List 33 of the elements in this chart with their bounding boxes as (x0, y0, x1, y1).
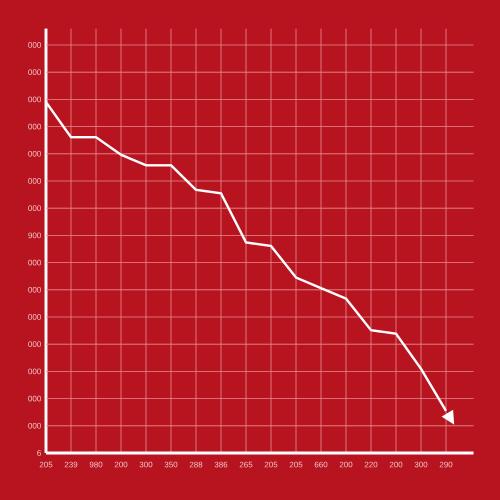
x-tick-label: 205 (290, 462, 302, 468)
text: 000 (28, 42, 41, 48)
x-tick-label: 386 (214, 462, 228, 468)
x-tick-label: 660 (314, 462, 328, 468)
text: 000 (28, 150, 41, 157)
text: 000 (28, 396, 41, 402)
text: 000 (28, 96, 41, 102)
text: 000 (28, 260, 41, 266)
text: 000 (28, 422, 41, 429)
text: 000 (28, 368, 41, 374)
text: 6 (37, 450, 41, 456)
x-tick-label: 350 (164, 462, 178, 468)
text: 000 (28, 205, 41, 212)
x-tick-label: 300 (140, 462, 152, 468)
text: 900 (28, 232, 41, 238)
text: 000 (28, 286, 41, 293)
text: 000 (28, 314, 41, 320)
text: 000 (28, 341, 41, 348)
x-tick-label: 980 (90, 462, 102, 468)
x-tick-label: 200 (390, 462, 402, 468)
x-tick-label: 200 (340, 462, 352, 468)
text: 000 (28, 178, 41, 184)
x-tick-label: 290 (440, 462, 452, 468)
x-tick-label: 205 (264, 462, 278, 468)
x-tick-label: 265 (240, 462, 252, 468)
x-tick-label: 300 (414, 462, 428, 468)
x-tick-label: 205 (40, 462, 52, 468)
text: 000 (28, 69, 41, 76)
x-tick-label: 220 (364, 462, 378, 468)
text: 000 (28, 124, 41, 130)
x-tick-label: 239 (64, 462, 78, 468)
x-tick-label: 288 (190, 462, 202, 468)
x-tick-label: 200 (114, 462, 128, 468)
